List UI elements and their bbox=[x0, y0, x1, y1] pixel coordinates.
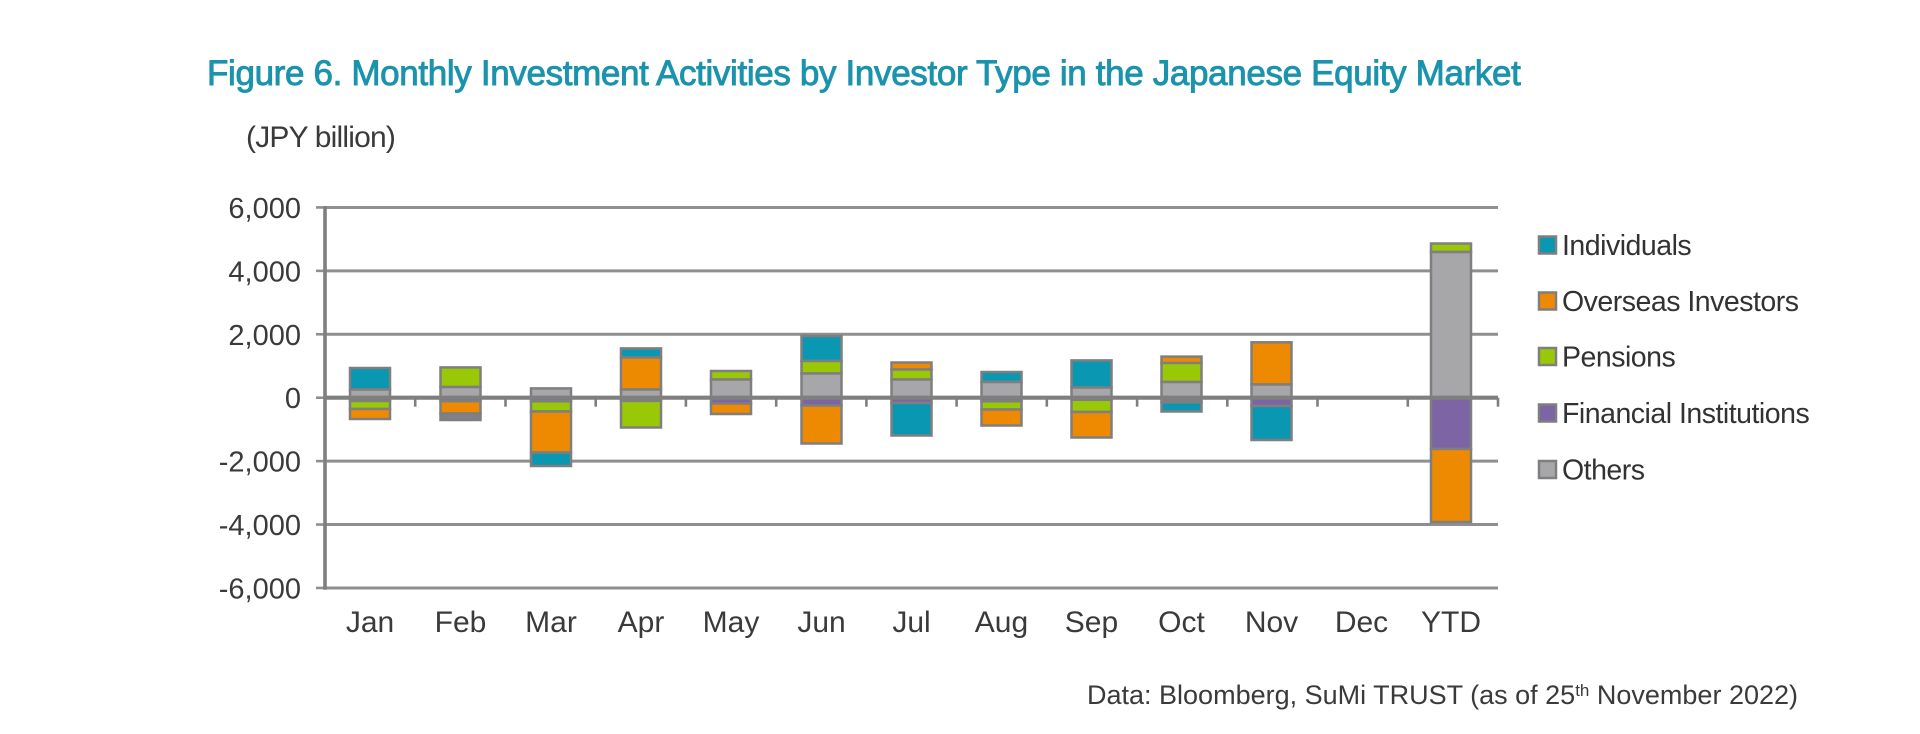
svg-text:-4,000: -4,000 bbox=[219, 510, 301, 542]
svg-text:Figure 6. Monthly Investment A: Figure 6. Monthly Investment Activities … bbox=[207, 54, 1521, 93]
svg-text:Individuals: Individuals bbox=[1562, 230, 1691, 262]
svg-text:Pensions: Pensions bbox=[1562, 342, 1675, 374]
svg-text:Others: Others bbox=[1562, 455, 1645, 487]
svg-text:Mar: Mar bbox=[525, 606, 577, 639]
svg-text:Dec: Dec bbox=[1335, 606, 1388, 639]
svg-text:-6,000: -6,000 bbox=[219, 574, 301, 606]
svg-text:Financial Institutions: Financial Institutions bbox=[1562, 398, 1809, 430]
svg-text:6,000: 6,000 bbox=[228, 193, 301, 225]
svg-text:Jan: Jan bbox=[346, 606, 394, 639]
svg-text:Feb: Feb bbox=[435, 606, 487, 639]
svg-text:Oct: Oct bbox=[1158, 606, 1205, 639]
svg-text:Overseas Investors: Overseas Investors bbox=[1562, 286, 1799, 318]
svg-text:4,000: 4,000 bbox=[228, 256, 301, 288]
svg-text:2,000: 2,000 bbox=[228, 320, 301, 352]
svg-text:Jun: Jun bbox=[797, 606, 845, 639]
svg-text:Nov: Nov bbox=[1245, 606, 1298, 639]
svg-text:Aug: Aug bbox=[975, 606, 1028, 639]
svg-text:0: 0 bbox=[285, 383, 301, 415]
svg-text:Data: Bloomberg, SuMi TRUST (a: Data: Bloomberg, SuMi TRUST (as of 25th … bbox=[1087, 680, 1798, 710]
svg-text:Sep: Sep bbox=[1065, 606, 1118, 639]
svg-text:Jul: Jul bbox=[892, 606, 930, 639]
svg-text:May: May bbox=[703, 606, 760, 639]
svg-text:Apr: Apr bbox=[618, 606, 665, 639]
svg-text:YTD: YTD bbox=[1421, 606, 1481, 639]
svg-text:-2,000: -2,000 bbox=[219, 447, 301, 479]
svg-text:(JPY billion): (JPY billion) bbox=[246, 121, 395, 154]
